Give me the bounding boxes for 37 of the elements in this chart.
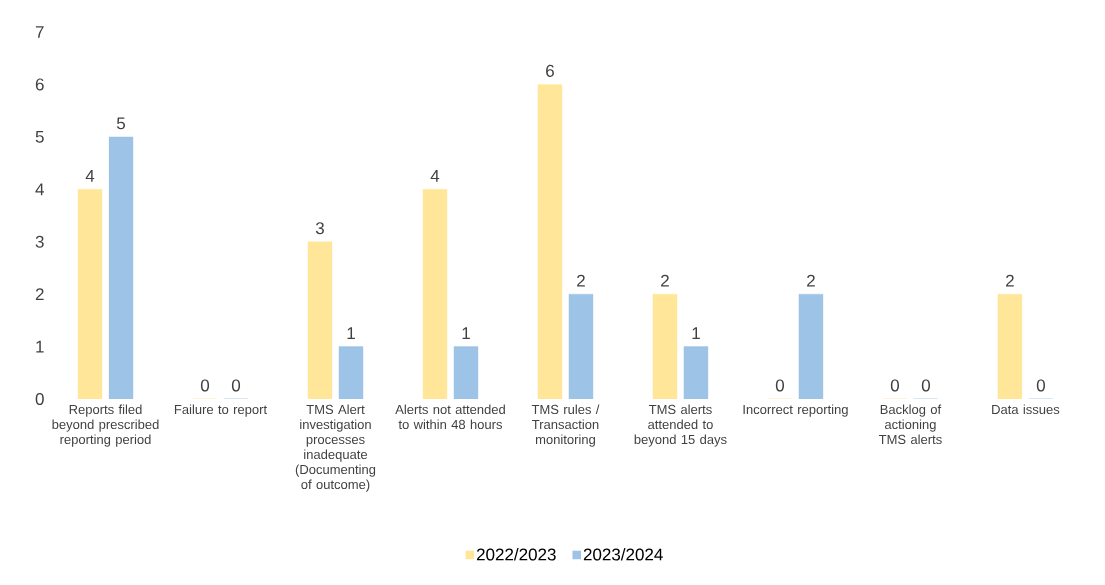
data-label: 3 — [315, 222, 324, 235]
x-tick-label: Data issues — [992, 404, 1060, 415]
y-tick-label: 4 — [35, 183, 44, 196]
data-label: 2 — [661, 274, 669, 287]
x-tick-label: Backlog of actioning TMS alerts — [878, 404, 942, 445]
data-label: 5 — [116, 117, 126, 130]
legend-label: 2022/2023 — [476, 548, 556, 561]
y-tick-label: 1 — [36, 340, 44, 353]
data-label: 0 — [890, 379, 899, 392]
x-tick-label: TMS Alert investigation processes inadequate (Documenting of outcome) — [295, 404, 376, 492]
y-tick-label: 0 — [35, 392, 44, 406]
data-label: 2 — [577, 274, 585, 287]
data-label: 0 — [200, 379, 210, 392]
x-tick-label: Alerts not attended to within 48 hours — [395, 404, 505, 430]
data-label: 4 — [85, 170, 95, 182]
y-tick-label: 2 — [35, 288, 44, 301]
data-label: 0 — [231, 379, 241, 392]
y-tick-label: 6 — [35, 78, 44, 91]
x-tick-label: Reports filed beyond prescribed reporting period — [52, 404, 159, 447]
data-label: 0 — [921, 379, 930, 392]
x-tick-label: TMS alerts attended to beyond 15 days — [634, 404, 727, 447]
legend-label: 2023/2024 — [583, 548, 663, 561]
data-label: 0 — [775, 379, 785, 392]
x-tick-label: Failure to report — [174, 404, 267, 417]
x-tick-label: TMS rules / Transaction monitoring — [531, 404, 600, 447]
data-label: 2 — [1006, 274, 1014, 287]
data-label: 0 — [1036, 379, 1045, 392]
data-label: 6 — [546, 64, 554, 77]
data-label: 1 — [347, 327, 355, 340]
data-label: 4 — [430, 170, 440, 182]
y-tick-label: 5 — [35, 130, 44, 143]
data-label: 1 — [462, 327, 470, 340]
x-tick-label: Incorrect reporting — [743, 404, 848, 417]
y-tick-label: 7 — [35, 26, 44, 38]
data-label: 2 — [807, 274, 815, 287]
y-tick-label: 3 — [35, 235, 44, 248]
data-label: 1 — [692, 327, 700, 340]
